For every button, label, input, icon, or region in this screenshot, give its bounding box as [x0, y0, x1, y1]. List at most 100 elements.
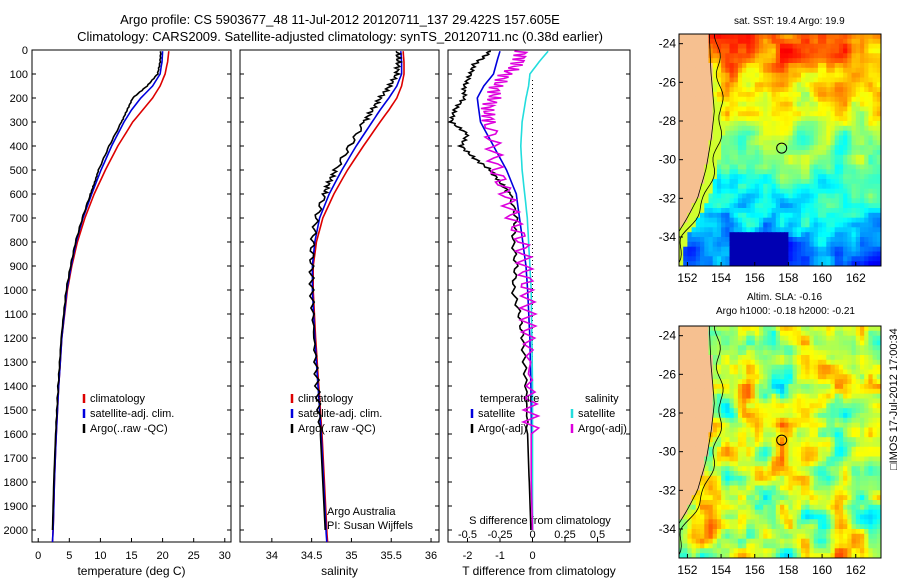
map-cell — [737, 140, 743, 146]
map-cell — [729, 130, 735, 137]
map-cell — [712, 125, 718, 132]
coastline — [679, 326, 715, 525]
map-cell — [729, 413, 735, 419]
sal-legend-label: satellite-adj. clim. — [298, 408, 382, 420]
map-cell — [775, 256, 781, 262]
map-cell — [838, 125, 844, 132]
map-cell — [733, 553, 739, 558]
map-cell — [876, 519, 881, 525]
map-cell — [830, 67, 836, 74]
map-cell — [729, 116, 735, 122]
map-cell — [809, 384, 815, 390]
map-cell — [771, 485, 777, 491]
map-cell — [700, 188, 705, 195]
map-cell — [868, 34, 874, 40]
map-cell — [864, 72, 870, 79]
map-cell — [733, 251, 739, 257]
map-cell — [691, 442, 697, 448]
map-cell — [830, 48, 836, 54]
map-cell — [796, 116, 802, 122]
map-cell — [763, 524, 769, 530]
map-cell — [838, 350, 844, 356]
map-cell — [847, 164, 853, 170]
map-cell — [788, 193, 794, 199]
map-cell — [712, 350, 718, 356]
map-cell — [851, 232, 857, 238]
diff-series-line-blue — [476, 50, 534, 531]
s-diff-tick-label: 0.25 — [554, 529, 575, 541]
map-cell — [742, 203, 747, 209]
map-cell — [834, 509, 840, 516]
map-cell — [712, 53, 718, 59]
map-cell — [830, 208, 836, 214]
map-cell — [767, 140, 773, 146]
temp-x-tick-label: 0 — [35, 550, 41, 562]
map-cell — [868, 217, 874, 224]
map-cell — [683, 422, 689, 429]
map-cell — [695, 256, 701, 262]
map-cell — [742, 174, 747, 180]
map-cell — [759, 432, 764, 438]
map-cell — [822, 63, 827, 69]
map-cell — [872, 179, 878, 185]
map-cell — [695, 135, 701, 141]
map-cell — [759, 237, 764, 243]
map-cell — [742, 543, 747, 549]
map-cell — [763, 92, 769, 98]
map-cell — [860, 82, 865, 88]
map-cell — [788, 413, 794, 419]
map-cell — [775, 514, 781, 520]
map-cell — [763, 116, 769, 122]
map-cell — [742, 116, 747, 122]
map-cell — [704, 106, 710, 112]
map-cell — [830, 422, 836, 429]
map-cell — [830, 485, 836, 491]
map-cell — [754, 529, 760, 535]
map-cell — [843, 174, 848, 180]
map-cell — [817, 159, 823, 166]
map-cell — [683, 355, 689, 361]
map-cell — [691, 145, 697, 151]
map-cell — [767, 154, 773, 161]
map-cell — [809, 246, 815, 253]
map-cell — [822, 53, 827, 59]
map-cell — [763, 548, 769, 554]
map-cell — [691, 456, 697, 462]
map-cell — [851, 87, 857, 93]
map-cell — [792, 403, 798, 409]
map-cell — [817, 519, 823, 525]
map-cell — [834, 495, 840, 501]
map-cell — [876, 326, 881, 332]
map-cell — [843, 140, 848, 146]
map-cell — [759, 398, 764, 404]
map-cell — [691, 413, 697, 419]
map-cell — [838, 227, 844, 233]
map-cell — [750, 403, 756, 409]
map-cell — [876, 72, 881, 79]
map-cell — [763, 326, 769, 332]
map-cell — [750, 393, 756, 400]
map-cell — [679, 145, 684, 151]
map-cell — [843, 543, 848, 549]
map-cell — [683, 92, 689, 98]
map-cell — [817, 500, 823, 506]
map-lon-label: 152 — [677, 563, 697, 577]
map-cell — [729, 388, 735, 395]
map-cell — [796, 417, 802, 424]
map-cell — [872, 198, 878, 204]
map-cell — [759, 241, 764, 248]
map-cell — [809, 340, 815, 346]
map-cell — [708, 237, 714, 243]
map-cell — [708, 345, 714, 351]
map-cell — [830, 130, 836, 137]
map-cell — [725, 509, 731, 516]
map-cell — [843, 524, 848, 530]
sal-x-tick-label: 34 — [266, 550, 278, 562]
map-cell — [855, 208, 861, 214]
map-cell — [817, 227, 823, 233]
map-cell — [805, 222, 811, 228]
map-cell — [742, 53, 747, 59]
map-cell — [822, 121, 827, 127]
map-cell — [754, 150, 760, 156]
map-cell — [872, 140, 878, 146]
